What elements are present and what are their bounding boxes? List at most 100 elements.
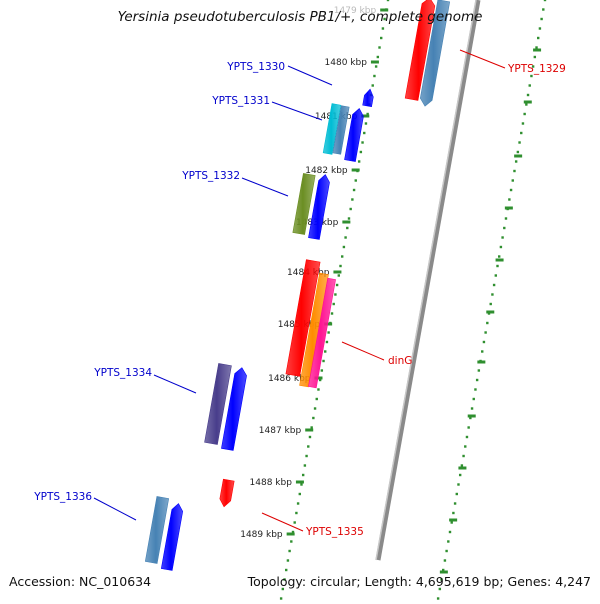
track-dot bbox=[330, 312, 334, 315]
track-dot bbox=[475, 378, 479, 382]
track-dot bbox=[293, 521, 296, 524]
gene-feature-ypts1332-olive bbox=[292, 173, 316, 235]
gene-label-leader bbox=[287, 65, 333, 86]
track-dot bbox=[543, 0, 547, 2]
track-dot bbox=[518, 141, 521, 144]
track-dot bbox=[349, 207, 352, 211]
genome-backbone bbox=[375, 0, 481, 561]
track-dot bbox=[301, 473, 305, 477]
track-dot bbox=[520, 131, 523, 135]
track-dot bbox=[361, 141, 364, 144]
genome-summary-text: Topology: circular; Length: 4,695,619 bp… bbox=[247, 574, 591, 589]
gene-label: dinG bbox=[388, 355, 412, 367]
track-dot bbox=[291, 530, 295, 534]
kbp-tick-label: 1480 kbp bbox=[325, 58, 368, 68]
gene-label: YPTS_1335 bbox=[305, 526, 364, 538]
gene-feature-ypts1331-blue bbox=[344, 107, 364, 162]
track-dot bbox=[313, 407, 317, 410]
backbone-highlight bbox=[375, 0, 477, 561]
track-dot bbox=[325, 340, 329, 344]
track-dot bbox=[315, 397, 318, 401]
track-dot bbox=[308, 435, 312, 439]
track-dot bbox=[496, 264, 499, 268]
track-dot bbox=[514, 160, 518, 163]
track-dot bbox=[290, 540, 293, 543]
track-dot bbox=[516, 150, 520, 154]
gene-feature-ypts1331-cyan bbox=[322, 103, 342, 155]
gene-label: YPTS_1332 bbox=[181, 170, 240, 182]
track-dot bbox=[491, 293, 494, 296]
kbp-tick-label: 1479 kbp bbox=[334, 6, 377, 16]
track-dot bbox=[526, 93, 530, 97]
right-tick-track bbox=[436, 0, 547, 600]
track-dot bbox=[317, 388, 320, 391]
track-dot bbox=[470, 407, 474, 410]
gene-label: YPTS_1330 bbox=[226, 61, 285, 73]
track-dot bbox=[380, 36, 383, 40]
track-dot bbox=[484, 331, 487, 334]
track-dot bbox=[383, 17, 386, 21]
track-dot bbox=[509, 188, 513, 192]
gene-label-leader bbox=[459, 49, 506, 69]
track-dot bbox=[460, 464, 464, 467]
track-dot bbox=[440, 578, 443, 581]
track-dot bbox=[458, 473, 462, 477]
gene-feature-ypts1335 bbox=[219, 478, 235, 508]
gene-label: YPTS_1329 bbox=[507, 63, 566, 75]
track-dot bbox=[533, 55, 537, 59]
track-dot bbox=[492, 283, 496, 287]
track-dot bbox=[354, 179, 357, 182]
gene-feature-ding-orange bbox=[299, 272, 329, 388]
track-dot bbox=[503, 226, 506, 230]
gene-label: YPTS_1334 bbox=[93, 367, 152, 379]
track-dot bbox=[535, 46, 538, 49]
track-dot bbox=[310, 426, 313, 429]
track-dot bbox=[320, 369, 324, 372]
gene-feature-ypts1330 bbox=[362, 88, 374, 108]
track-dot bbox=[457, 483, 460, 486]
track-dot bbox=[312, 416, 315, 420]
gene-feature-ypts1329-red bbox=[404, 0, 436, 101]
track-dot bbox=[279, 597, 283, 600]
gene-feature-ypts1336-blue bbox=[160, 503, 184, 571]
track-dot bbox=[447, 540, 450, 543]
track-dot bbox=[352, 188, 356, 192]
gene-feature-ypts1336-steel bbox=[144, 496, 170, 564]
track-dot bbox=[295, 511, 298, 515]
track-dot bbox=[303, 464, 307, 467]
track-dot bbox=[359, 150, 363, 154]
track-dot bbox=[285, 568, 288, 572]
track-dot bbox=[531, 65, 535, 68]
gene-feature-ypts1332-blue bbox=[308, 174, 330, 240]
track-dot bbox=[378, 46, 381, 49]
gene-label-leader bbox=[153, 374, 197, 394]
gene-label-leader bbox=[261, 512, 304, 532]
track-dot bbox=[481, 350, 484, 353]
track-dot bbox=[521, 122, 525, 125]
track-dot bbox=[322, 359, 325, 363]
track-dot bbox=[307, 445, 310, 448]
gene-feature-ypts1329-blue bbox=[419, 0, 451, 107]
track-dot bbox=[504, 217, 508, 220]
gene-feature-ypts1331-grey bbox=[332, 105, 350, 155]
track-dot bbox=[448, 530, 452, 534]
track-dot bbox=[337, 274, 341, 277]
map-title: Yersinia pseudotuberculosis PB1/+, compl… bbox=[117, 9, 483, 25]
track-dot bbox=[501, 236, 504, 239]
gene-feature-ypts1334-blue bbox=[221, 367, 247, 451]
track-dot bbox=[347, 217, 351, 220]
track-dot bbox=[286, 559, 290, 562]
track-dot bbox=[334, 293, 337, 296]
accession-text: Accession: NC_010634 bbox=[9, 574, 152, 589]
track-dot bbox=[436, 597, 440, 600]
track-dot bbox=[469, 416, 472, 420]
track-dot bbox=[305, 454, 308, 458]
track-dot bbox=[340, 255, 344, 258]
track-dot bbox=[497, 255, 501, 258]
track-dot bbox=[523, 112, 526, 116]
track-dot bbox=[373, 74, 376, 78]
track-dot bbox=[542, 8, 545, 11]
track-dot bbox=[332, 302, 335, 306]
